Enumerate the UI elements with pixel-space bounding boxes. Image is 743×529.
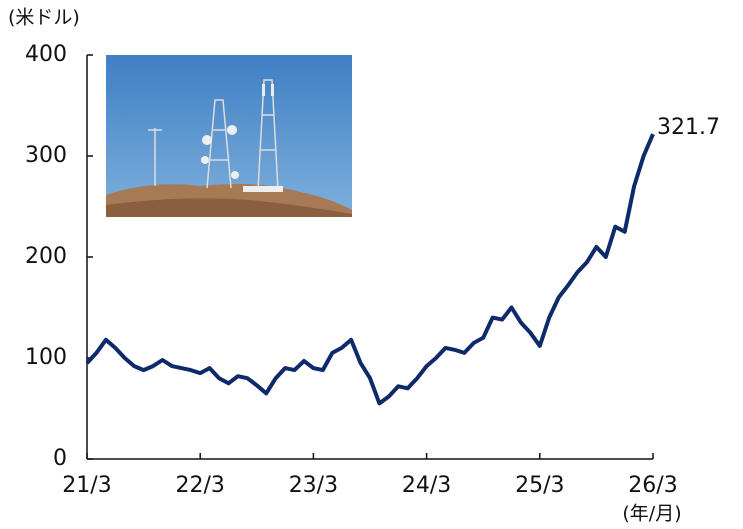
x-tick-label: 24/3	[402, 473, 451, 498]
end-value-label: 321.7	[657, 115, 720, 140]
y-tick-label: 400	[25, 42, 67, 67]
x-tick-label: 25/3	[515, 473, 564, 498]
x-axis-label: (年/月)	[622, 503, 681, 525]
line-series	[85, 133, 655, 406]
x-tick-label: 26/3	[628, 473, 677, 498]
y-tick-label: 0	[53, 446, 67, 471]
y-axis-label: (米ドル)	[8, 7, 80, 29]
y-tick-label: 300	[25, 143, 67, 168]
y-tick-label: 100	[25, 345, 67, 370]
x-tick-label: 23/3	[289, 473, 338, 498]
x-tick-label: 21/3	[62, 473, 111, 498]
photo	[106, 55, 352, 217]
y-tick-label: 200	[25, 244, 67, 269]
x-tick-label: 22/3	[175, 473, 224, 498]
